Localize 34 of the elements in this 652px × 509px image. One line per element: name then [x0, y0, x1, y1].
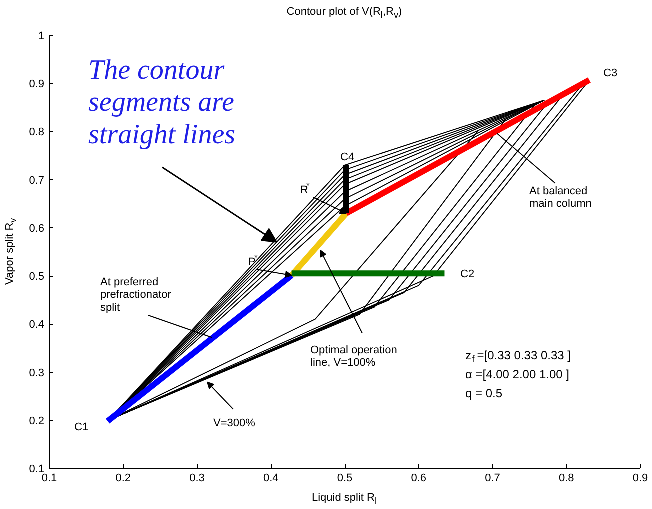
- y-tick-label: 0.6: [29, 222, 45, 235]
- annotation: P*: [248, 254, 259, 268]
- y-tick-label: 0.3: [29, 367, 45, 380]
- x-tick-label: 0.1: [42, 472, 58, 484]
- annotation: α =[4.00 2.00 1.00 ]: [466, 368, 570, 382]
- annotation: At preferred prefractionator split: [100, 276, 172, 314]
- y-tick-label: 0.2: [29, 415, 45, 428]
- annotation: At balanced main column: [530, 186, 592, 210]
- x-tick-label: 0.8: [558, 472, 574, 484]
- chart-title: Contour plot of V(R$_{l}$,R$_{v}$): [286, 5, 402, 22]
- y-tick-label: 0.9: [29, 78, 45, 91]
- x-tick-label: 0.2: [116, 472, 132, 484]
- x-tick-label: 0.9: [632, 472, 648, 484]
- y-tick-label: 0.7: [29, 174, 45, 187]
- y-tick-label: 1: [38, 30, 45, 42]
- y-tick-label: 0.5: [29, 271, 45, 284]
- annotation: V=300%: [214, 418, 256, 430]
- y-tick-label: 0.1: [29, 464, 45, 476]
- annotation: Optimal operation line, V=100%: [310, 344, 398, 370]
- annotation: C2: [460, 268, 475, 280]
- annotation: The contour segments are straight lines: [88, 55, 236, 150]
- x-tick-label: 0.5: [337, 472, 353, 484]
- y-tick-label: 0.8: [29, 126, 45, 139]
- annotation: q = 0.5: [466, 386, 503, 400]
- annotation: C3: [604, 68, 618, 80]
- x-axis-title: Liquid split R$_{l}$: [312, 491, 378, 508]
- x-tick-label: 0.6: [411, 472, 427, 484]
- annotation: C1: [74, 422, 89, 434]
- annotation: R*: [300, 182, 311, 196]
- y-tick-label: 0.4: [29, 319, 45, 332]
- annotation: C4: [340, 152, 355, 164]
- x-tick-label: 0.3: [190, 472, 205, 484]
- x-tick-label: 0.7: [485, 472, 500, 484]
- x-tick-label: 0.4: [263, 472, 279, 484]
